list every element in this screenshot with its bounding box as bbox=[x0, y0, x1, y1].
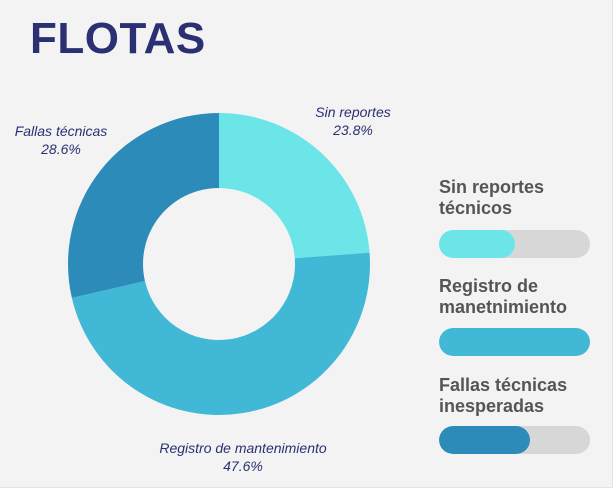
slice-registro bbox=[71, 252, 370, 415]
slice-fallas bbox=[67, 113, 219, 298]
legend-label-line2: técnicos bbox=[439, 198, 513, 218]
slice-sin-reportes bbox=[219, 113, 370, 259]
slice-label-name: Registro de mantenimiento bbox=[159, 440, 327, 456]
slice-label-value: 23.8% bbox=[333, 122, 373, 138]
slice-label-fallas: Fallas técnicas 28.6% bbox=[2, 122, 120, 158]
legend-bar-fill bbox=[439, 230, 515, 258]
legend-item-registro: Registro de manetnimiento bbox=[439, 276, 591, 356]
slice-label-name: Sin reportes bbox=[315, 104, 391, 120]
slice-label-name: Fallas técnicas bbox=[14, 123, 108, 139]
legend-label-line1: Sin reportes bbox=[439, 177, 545, 197]
legend-bar-fill bbox=[439, 426, 530, 454]
legend-label-line2: inesperadas bbox=[439, 396, 545, 416]
legend-label-line2: manetnimiento bbox=[439, 297, 568, 317]
slice-label-value: 28.6% bbox=[41, 141, 81, 157]
page-title: FLOTAS bbox=[30, 14, 206, 63]
legend-bar-track bbox=[439, 426, 590, 454]
legend-bar-track bbox=[439, 328, 590, 356]
legend-label-line1: Registro de bbox=[439, 276, 539, 296]
legend-item-fallas: Fallas técnicas inesperadas bbox=[439, 375, 591, 454]
slice-label-registro: Registro de mantenimiento 47.6% bbox=[128, 439, 358, 475]
legend-bar-track bbox=[439, 230, 590, 258]
slice-label-sin-reportes: Sin reportes 23.8% bbox=[298, 103, 408, 139]
slice-label-value: 47.6% bbox=[223, 458, 263, 474]
legend-item-sin-reportes: Sin reportes técnicos bbox=[439, 177, 591, 258]
legend-bar-fill bbox=[439, 328, 590, 356]
legend-label-line1: Fallas técnicas bbox=[439, 375, 568, 395]
